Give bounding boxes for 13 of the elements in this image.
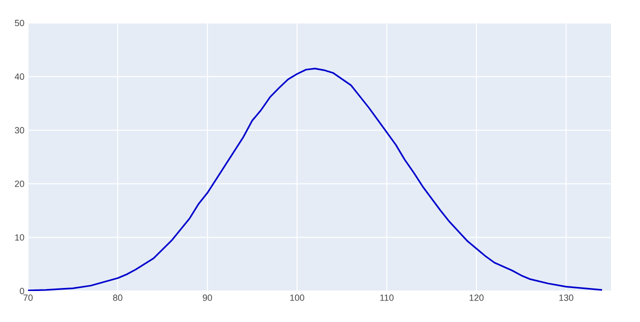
y-tick-label: 40 [14,73,24,80]
x-tick-label: 100 [290,294,304,301]
x-tick-label: 80 [113,294,122,301]
x-tick-label: 70 [23,294,33,301]
x-tick-label: 120 [470,294,484,301]
x-tick-label: 110 [380,294,394,301]
x-tick-label: 130 [559,294,574,301]
y-tick-label: 0 [20,288,24,294]
y-tick-label: 30 [14,127,24,134]
y-tick-label: 50 [14,20,24,26]
y-tick-label: 20 [14,180,24,187]
y-tick-label: 10 [15,234,24,241]
x-tick-label: 90 [202,294,212,301]
